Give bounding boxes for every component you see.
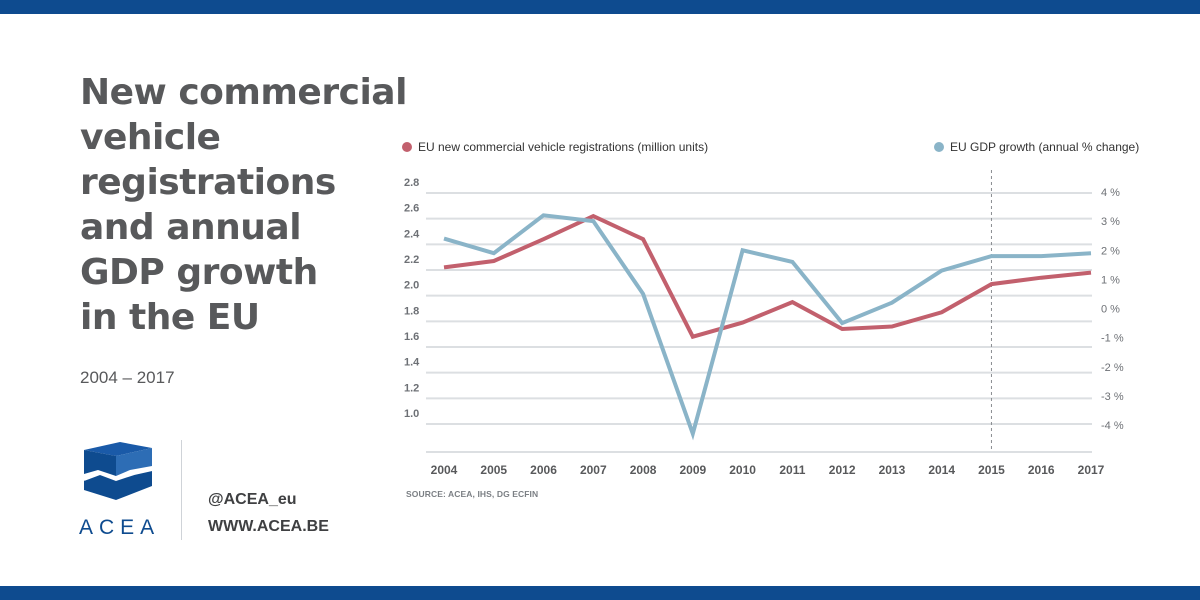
x-axis-tick-label: 2007 [580,463,607,477]
legend-registrations: EU new commercial vehicle registrations … [402,140,708,154]
x-axis-tick-label: 2017 [1078,463,1105,477]
legend-gdp-swatch [934,142,944,152]
left-axis-tick-label: 2.6 [404,203,419,215]
social-handle[interactable]: @ACEA_eu [208,491,297,508]
left-axis-tick-label: 1.8 [404,305,419,317]
x-axis-tick-label: 2008 [630,463,657,477]
right-axis-tick-label: -1 % [1101,333,1124,345]
footer-divider [181,440,182,540]
top-brand-bar [0,0,1200,14]
right-axis-tick-label: -3 % [1101,391,1124,403]
x-axis-tick-label: 2010 [729,463,756,477]
legend-gdp-label: EU GDP growth (annual % change) [950,140,1140,154]
left-axis-tick-label: 2.0 [404,280,419,292]
title-line: in the EU [80,297,260,338]
left-axis-tick-label: 1.4 [404,357,420,369]
title-line: GDP growth [80,252,318,293]
right-axis-tick-label: -2 % [1101,362,1124,374]
x-axis-tick-label: 2013 [879,463,906,477]
left-axis-tick-label: 2.4 [404,228,420,240]
period-subtitle: 2004 – 2017 [80,368,175,387]
left-axis-tick-label: 2.8 [404,177,419,189]
gdp-series-line [443,213,1092,441]
source-note: SOURCE: ACEA, IHS, DG ECFIN [406,489,539,499]
x-axis-tick-label: 2011 [779,463,805,477]
left-axis-tick-label: 1.0 [404,408,419,420]
website-link[interactable]: WWW.ACEA.BE [208,518,329,535]
acea-logo-icon [83,442,153,500]
x-axis-tick-label: 2009 [679,463,706,477]
x-axis-tick-label: 2012 [829,463,856,477]
x-axis-tick-label: 2015 [978,463,1005,477]
left-axis-tick-label: 1.6 [404,331,419,343]
title-line: New commercial [80,72,407,113]
x-axis-tick-label: 2014 [928,463,955,477]
registrations-series-line [443,213,1092,340]
right-axis-tick-label: 1 % [1101,274,1120,286]
legend-registrations-swatch [402,142,412,152]
bottom-brand-bar [0,586,1200,600]
right-axis-tick-label: -4 % [1101,420,1124,432]
legend-gdp: EU GDP growth (annual % change) [934,140,1139,154]
x-axis-tick-label: 2016 [1028,463,1055,477]
right-axis-tick-label: 0 % [1101,304,1120,316]
left-axis-tick-label: 2.2 [404,254,419,266]
title-line: registrations [80,162,336,203]
right-axis-tick-label: 2 % [1101,245,1120,257]
acea-logo-text: ACEA [79,516,161,539]
legend-registrations-label: EU new commercial vehicle registrations … [418,140,709,154]
left-axis-tick-label: 1.2 [404,382,419,394]
title-line: vehicle [80,117,221,158]
page-title: New commercial vehicle registrations and… [80,70,407,340]
x-axis-tick-label: 2004 [431,463,458,477]
x-axis-tick-label: 2006 [530,463,557,477]
right-axis-tick-label: 3 % [1101,216,1120,228]
x-axis-tick-label: 2005 [480,463,507,477]
title-line: and annual [80,207,302,248]
right-axis-tick-label: 4 % [1101,187,1120,199]
